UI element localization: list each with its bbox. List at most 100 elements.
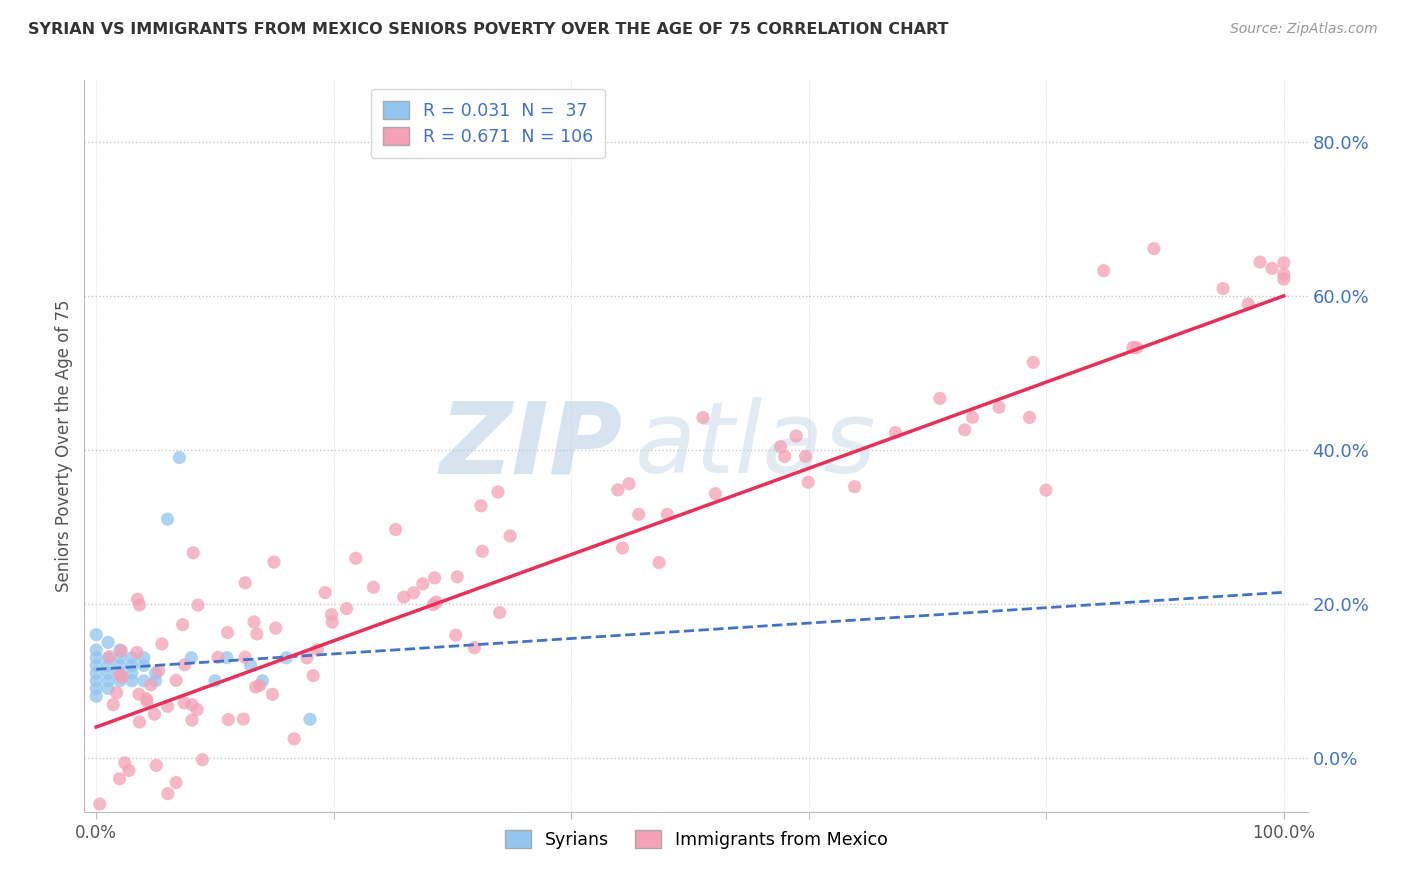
Point — [314, 585, 336, 599]
Point — [114, 756, 136, 770]
Point — [1126, 341, 1149, 355]
Point — [103, 698, 125, 712]
Point — [283, 731, 305, 746]
Point — [276, 650, 298, 665]
Point — [145, 758, 167, 772]
Point — [204, 673, 226, 688]
Point — [84, 666, 107, 681]
Point — [606, 483, 628, 497]
Point — [412, 577, 434, 591]
Point — [98, 649, 121, 664]
Point — [132, 658, 155, 673]
Point — [173, 657, 195, 672]
Point — [785, 429, 807, 443]
Y-axis label: Seniors Poverty Over the Age of 75: Seniors Poverty Over the Age of 75 — [55, 300, 73, 592]
Point — [1143, 242, 1166, 256]
Text: atlas: atlas — [636, 398, 876, 494]
Point — [136, 694, 159, 708]
Point — [884, 425, 907, 440]
Point — [1035, 483, 1057, 498]
Point — [148, 664, 170, 678]
Point — [89, 797, 111, 811]
Point — [773, 450, 796, 464]
Point — [108, 673, 131, 688]
Point — [953, 423, 976, 437]
Point — [446, 570, 468, 584]
Point — [617, 476, 640, 491]
Point — [108, 650, 131, 665]
Point — [344, 551, 367, 566]
Point — [108, 772, 131, 786]
Point — [217, 713, 239, 727]
Point — [118, 764, 141, 778]
Point — [239, 658, 262, 673]
Point — [156, 787, 179, 801]
Point — [1272, 267, 1295, 281]
Point — [1237, 297, 1260, 311]
Point — [97, 673, 120, 688]
Point — [232, 712, 254, 726]
Point — [392, 590, 415, 604]
Point — [336, 601, 359, 615]
Point — [1272, 272, 1295, 286]
Point — [187, 598, 209, 612]
Point — [135, 691, 157, 706]
Point — [263, 555, 285, 569]
Point — [252, 673, 274, 688]
Point — [84, 643, 107, 657]
Point — [1018, 410, 1040, 425]
Point — [488, 606, 510, 620]
Point — [1249, 255, 1271, 269]
Point — [962, 410, 984, 425]
Point — [128, 687, 150, 701]
Point — [295, 650, 318, 665]
Point — [128, 714, 150, 729]
Point — [471, 544, 494, 558]
Point — [988, 401, 1011, 415]
Point — [84, 658, 107, 673]
Point — [844, 480, 866, 494]
Point — [384, 523, 406, 537]
Point — [648, 556, 671, 570]
Point — [704, 486, 727, 500]
Point — [1092, 263, 1115, 277]
Point — [321, 607, 343, 622]
Point — [165, 673, 187, 688]
Point — [97, 635, 120, 649]
Point — [84, 673, 107, 688]
Point — [156, 512, 179, 526]
Point — [402, 586, 425, 600]
Point — [264, 621, 287, 635]
Point — [217, 625, 239, 640]
Point — [1261, 261, 1284, 276]
Point — [233, 650, 256, 665]
Point — [128, 598, 150, 612]
Point — [423, 571, 446, 585]
Point — [108, 643, 131, 657]
Point — [108, 667, 131, 681]
Point — [422, 598, 444, 612]
Point — [794, 450, 817, 464]
Point — [797, 475, 820, 490]
Point — [215, 650, 238, 665]
Point — [110, 644, 132, 658]
Point — [233, 575, 256, 590]
Point — [121, 658, 143, 673]
Point — [156, 699, 179, 714]
Point — [97, 650, 120, 665]
Point — [321, 615, 343, 630]
Point — [929, 392, 952, 406]
Point — [363, 580, 385, 594]
Point — [84, 627, 107, 641]
Point — [150, 637, 173, 651]
Text: Source: ZipAtlas.com: Source: ZipAtlas.com — [1230, 22, 1378, 37]
Point — [139, 678, 162, 692]
Point — [132, 673, 155, 688]
Point — [181, 546, 204, 560]
Point — [657, 508, 679, 522]
Point — [612, 541, 634, 555]
Point — [97, 666, 120, 681]
Point — [249, 678, 271, 692]
Point — [1022, 355, 1045, 369]
Point — [463, 640, 485, 655]
